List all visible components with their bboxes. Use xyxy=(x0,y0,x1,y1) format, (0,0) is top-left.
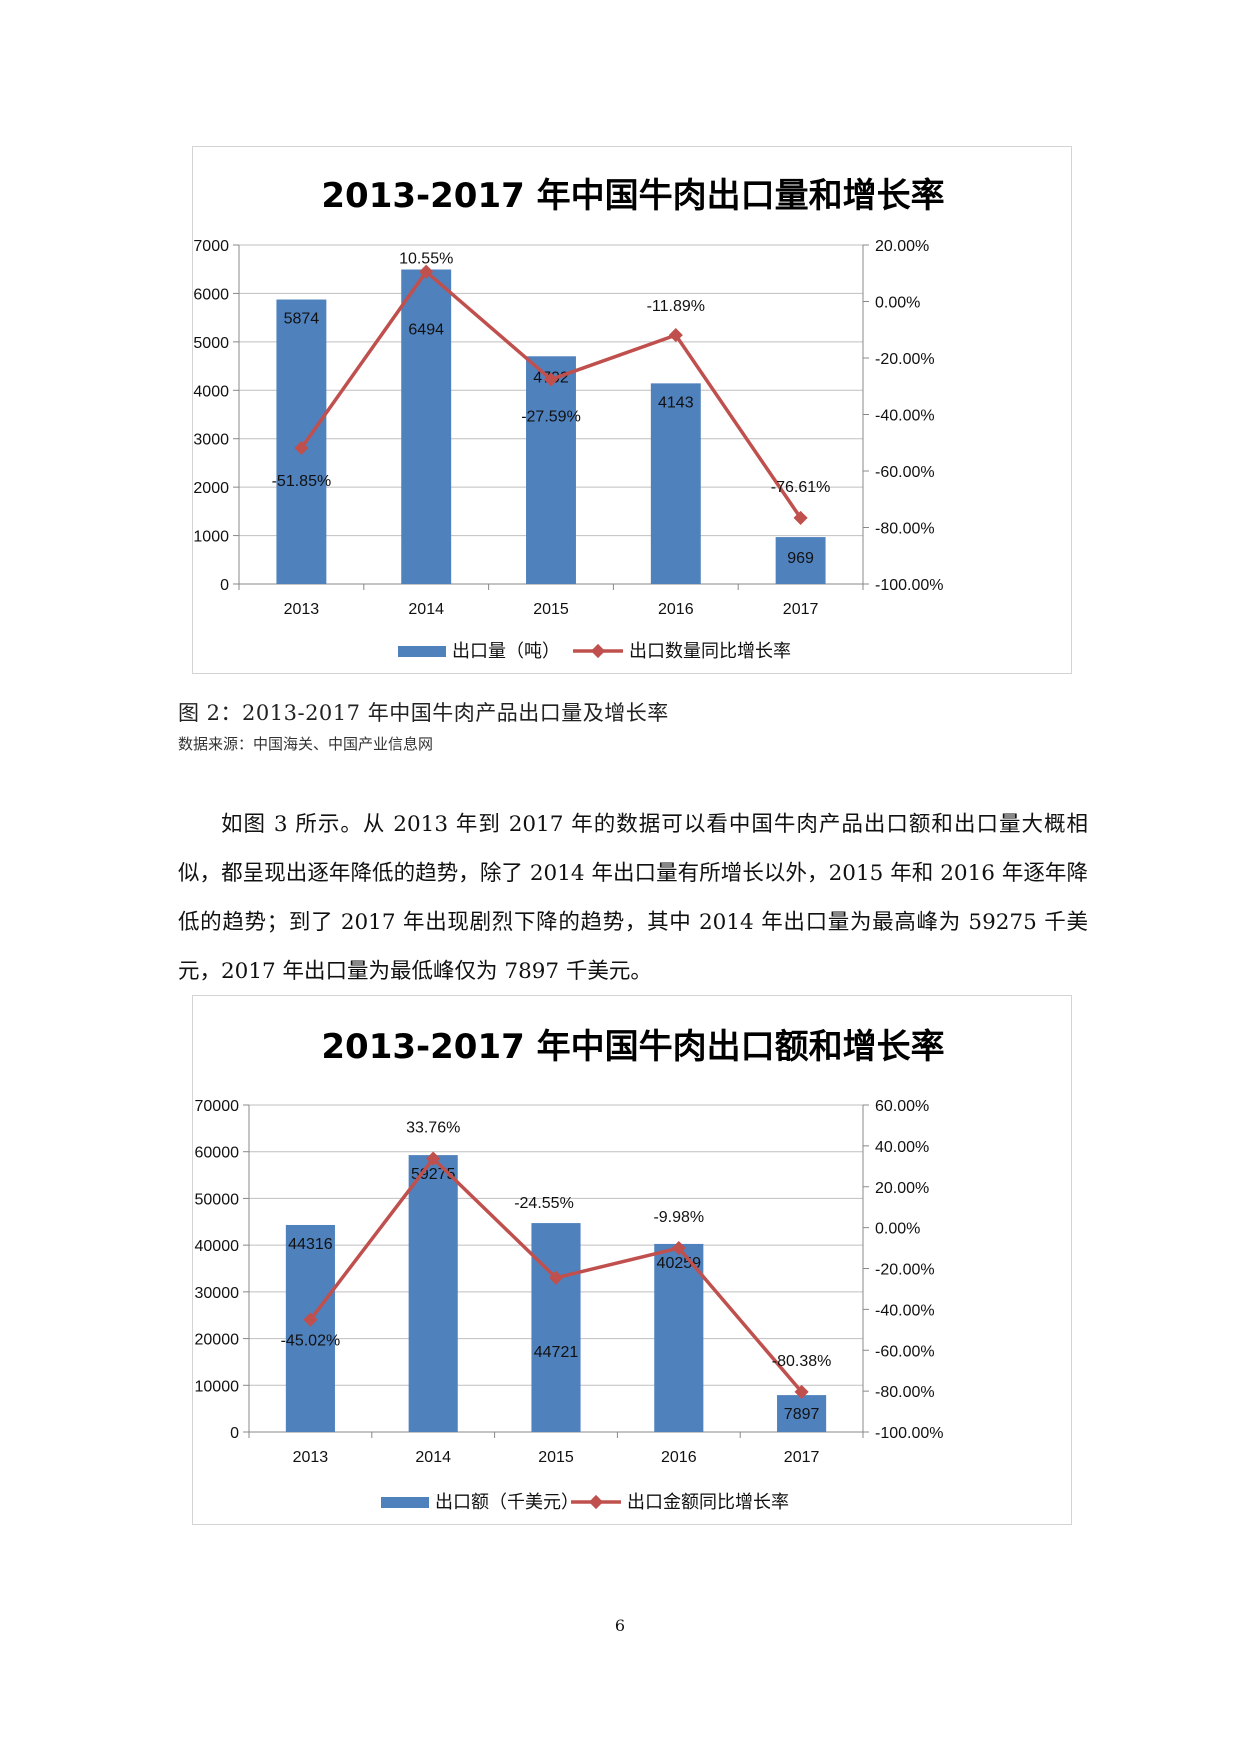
x-axis-tick-label: 2015 xyxy=(538,1449,574,1466)
growth-rate-label: -51.85% xyxy=(272,473,332,490)
bar xyxy=(408,1155,458,1432)
left-axis-tick-label: 4000 xyxy=(193,383,229,400)
legend-bar-label: 出口量（吨） xyxy=(452,641,560,662)
growth-rate-label: -24.55% xyxy=(514,1195,574,1212)
x-axis-tick-label: 2017 xyxy=(783,601,819,618)
bar xyxy=(650,383,701,584)
x-axis-tick-label: 2014 xyxy=(415,1449,451,1466)
left-axis-tick-label: 60000 xyxy=(195,1145,240,1162)
chart-title: 2013-2017 年中国牛肉出口量和增长率 xyxy=(321,176,944,216)
data-source: 数据来源：中国海关、中国产业信息网 xyxy=(178,735,434,753)
bar-value-label: 5874 xyxy=(284,311,320,328)
legend-line-marker xyxy=(590,643,606,659)
bar xyxy=(775,537,826,584)
export-value-chart-svg: 2013-2017 年中国牛肉出口额和增长率 0 10000 20000 30000 40… xyxy=(195,1027,945,1513)
right-axis-tick-label: 0.00% xyxy=(875,295,920,312)
growth-rate-marker xyxy=(548,1270,564,1285)
bar-value-label: 6494 xyxy=(408,322,444,339)
right-axis-tick-label: -80.00% xyxy=(875,1384,935,1401)
growth-rate-label: 10.55% xyxy=(399,251,453,268)
right-axis-tick-label: -40.00% xyxy=(875,1302,935,1319)
left-axis-tick-label: 2000 xyxy=(193,480,229,497)
x-axis-tick-label: 2016 xyxy=(661,1449,697,1466)
growth-rate-marker xyxy=(793,510,808,525)
legend-line-label: 出口金额同比增长率 xyxy=(627,1492,789,1513)
left-axis-tick-label: 7000 xyxy=(193,238,229,255)
right-axis-tick-label: -60.00% xyxy=(875,1343,935,1360)
x-axis-tick-label: 2013 xyxy=(293,1449,329,1466)
growth-rate-label: -80.38% xyxy=(772,1353,832,1370)
left-axis-tick-label: 3000 xyxy=(193,432,229,449)
bar xyxy=(526,356,576,584)
x-axis-tick-label: 2015 xyxy=(533,601,569,618)
left-axis-tick-label: 0 xyxy=(220,577,229,594)
growth-rate-marker xyxy=(543,372,559,387)
x-axis-tick-label: 2017 xyxy=(784,1449,820,1466)
right-axis-tick-label: 40.00% xyxy=(875,1139,929,1156)
x-axis-tick-label: 2013 xyxy=(284,601,320,618)
export-volume-chart: 2013-2017 年中国牛肉出口量和增长率 0 1000 2000 3000 4000 5… xyxy=(192,146,1072,674)
bar xyxy=(654,1243,704,1432)
left-axis-tick-label: 0 xyxy=(230,1425,239,1442)
growth-rate-marker xyxy=(794,1384,809,1399)
growth-rate-label: -11.89% xyxy=(647,298,705,315)
bar-value-label: 44721 xyxy=(534,1344,579,1361)
bar-value-label: 4143 xyxy=(658,394,694,411)
growth-rate-label: -76.61% xyxy=(771,479,831,496)
legend-bar-swatch xyxy=(398,646,446,657)
growth-rate-label: -9.98% xyxy=(653,1209,704,1226)
legend-bar-label: 出口额（千美元） xyxy=(435,1492,579,1513)
left-axis-tick-label: 5000 xyxy=(193,335,229,352)
bar xyxy=(777,1395,827,1432)
right-axis-tick-label: 60.00% xyxy=(875,1098,929,1115)
right-axis-tick-label: 20.00% xyxy=(875,1180,929,1197)
bar-value-label: 969 xyxy=(787,550,814,567)
bar-value-label: 40259 xyxy=(657,1255,702,1272)
growth-rate-label: 33.76% xyxy=(406,1120,460,1137)
x-axis-tick-label: 2014 xyxy=(408,601,444,618)
chart-title: 2013-2017 年中国牛肉出口额和增长率 xyxy=(321,1027,944,1067)
legend-line-marker xyxy=(588,1494,604,1510)
body-paragraph: 如图 3 所示。从 2013 年到 2017 年的数据可以看中国牛肉产品出口额和… xyxy=(178,800,1088,996)
growth-rate-label: -27.59% xyxy=(521,408,581,425)
right-axis-tick-label: -100.00% xyxy=(875,577,944,594)
left-axis-tick-label: 40000 xyxy=(195,1238,240,1255)
legend-line-label: 出口数量同比增长率 xyxy=(629,641,791,662)
left-axis-tick-label: 50000 xyxy=(195,1191,240,1208)
bar-value-label: 7897 xyxy=(784,1406,820,1423)
bar-value-label: 44316 xyxy=(288,1236,333,1253)
x-axis-tick-label: 2016 xyxy=(658,601,694,618)
bar xyxy=(401,269,452,584)
left-axis-tick-label: 6000 xyxy=(193,286,229,303)
bar xyxy=(285,1224,335,1432)
export-volume-chart-svg: 2013-2017 年中国牛肉出口量和增长率 0 1000 2000 3000 4000 5… xyxy=(193,176,944,662)
page-number: 6 xyxy=(614,1616,626,1635)
growth-rate-marker xyxy=(671,1240,686,1256)
right-axis-tick-label: 20.00% xyxy=(875,238,929,255)
growth-rate-label: -45.02% xyxy=(281,1333,341,1350)
export-value-chart: 2013-2017 年中国牛肉出口额和增长率 0 10000 20000 30000 40… xyxy=(192,995,1072,1525)
bar xyxy=(531,1223,581,1432)
left-axis-tick-label: 1000 xyxy=(193,529,229,546)
right-axis-tick-label: -80.00% xyxy=(875,521,935,538)
left-axis-tick-label: 20000 xyxy=(195,1332,240,1349)
right-axis-tick-label: -20.00% xyxy=(875,1262,935,1279)
right-axis-tick-label: -20.00% xyxy=(875,351,935,368)
right-axis-tick-label: -100.00% xyxy=(875,1425,944,1442)
growth-rate-marker xyxy=(668,328,683,343)
left-axis-tick-label: 10000 xyxy=(195,1378,240,1395)
right-axis-tick-label: -60.00% xyxy=(875,464,935,481)
right-axis-tick-label: -40.00% xyxy=(875,408,935,425)
growth-rate-marker xyxy=(294,440,309,456)
paragraph-text: 如图 3 所示。从 2013 年到 2017 年的数据可以看中国牛肉产品出口额和… xyxy=(178,812,1088,984)
left-axis-tick-label: 30000 xyxy=(195,1285,240,1302)
right-axis-tick-label: 0.00% xyxy=(875,1221,920,1238)
left-axis-tick-label: 70000 xyxy=(195,1098,240,1115)
figure-caption: 图 2：2013-2017 年中国牛肉产品出口量及增长率 xyxy=(178,701,669,725)
legend-bar-swatch xyxy=(381,1497,429,1508)
